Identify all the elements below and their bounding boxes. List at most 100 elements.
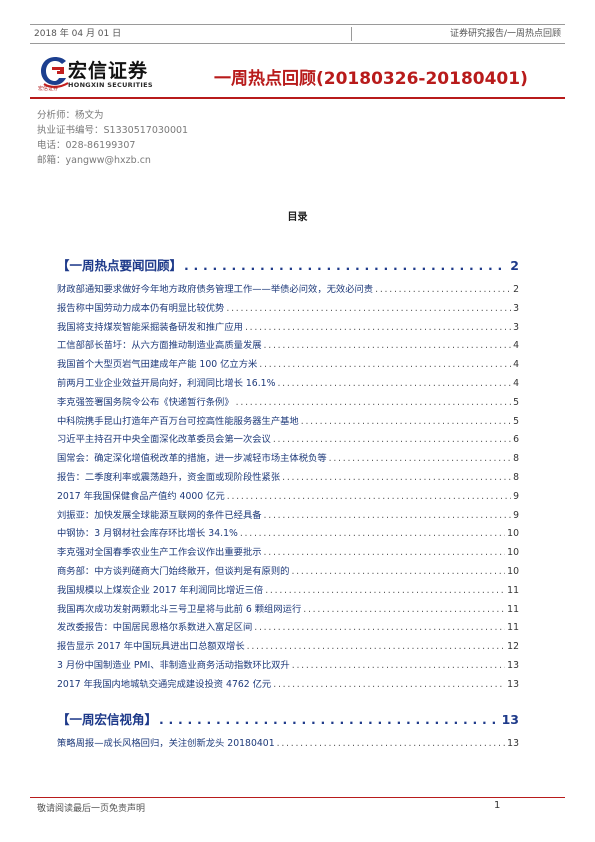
toc-entry[interactable]: 3 月份中国制造业 PMI、非制造业商务活动指数环比双升 13 [57, 657, 519, 671]
toc-entry-title: 【一周宏信视角】 [57, 711, 158, 727]
toc-entry-title: 李克强签署国务院令公布《快递暂行条例》 [57, 396, 234, 408]
toc-leader-dots [277, 378, 511, 389]
toc-leader-dots [236, 397, 511, 408]
report-category: 证券研究报告/一周热点回顾 [449, 29, 561, 39]
title-rule [30, 97, 565, 99]
toc-leader-dots [227, 491, 511, 502]
toc-entry[interactable]: 李克强对全国春季农业生产工作会议作出重要批示 10 [57, 544, 519, 558]
toc-page-number: 8 [513, 472, 519, 483]
toc-entry-title: 报告称中国劳动力成本仍有明显比较优势 [57, 302, 225, 314]
toc-leader-dots [291, 566, 505, 577]
toc-leader-dots [265, 585, 505, 596]
toc-entry[interactable]: 国常会：确定深化增值税改革的措施，进一步减轻市场主体税负等 8 [57, 450, 519, 464]
toc-leader-dots [245, 322, 511, 333]
toc-entry[interactable]: 2017 年我国内地城轨交通完成建设投资 4762 亿元 13 [57, 676, 519, 690]
toc-entry-title: 商务部：中方谈判磋商大门始终敞开，但谈判是有原则的 [57, 566, 290, 577]
license-number: 执业证书编号：S1330517030001 [37, 125, 189, 136]
toc-entry[interactable]: 报告显示 2017 年中国玩具进出口总额双增长 12 [57, 638, 519, 652]
toc-entry[interactable]: 报告称中国劳动力成本仍有明显比较优势 3 [57, 300, 519, 314]
toc-leader-dots [184, 258, 508, 273]
toc-page-number: 13 [507, 660, 519, 671]
toc-page-number: 9 [513, 509, 519, 521]
logo-name-en: HONGXIN SECURITIES [68, 81, 153, 89]
phone-number: 电话：028-86199307 [37, 140, 136, 151]
toc-entry-title: 李克强对全国春季农业生产工作会议作出重要批示 [57, 547, 262, 559]
analyst-name: 分析师：杨文为 [37, 110, 104, 121]
toc-page-number: 4 [513, 378, 519, 389]
toc-section-entry[interactable]: 【一周宏信视角】 13 [57, 709, 519, 728]
page-header: 2018 年 04 月 01 日 证券研究报告/一周热点回顾 [30, 24, 565, 44]
toc-entry[interactable]: 工信部部长苗圩：从六方面推动制造业高质量发展 4 [57, 337, 519, 351]
toc-entry-title: 我国规模以上煤炭企业 2017 年利润同比增近三倍 [57, 584, 264, 596]
toc-entry-title: 工信部部长苗圩：从六方面推动制造业高质量发展 [57, 340, 262, 352]
toc-entry[interactable]: 商务部：中方谈判磋商大门始终敞开，但谈判是有原则的 10 [57, 563, 519, 577]
toc-leader-dots [292, 660, 505, 671]
toc-entry[interactable]: 我国再次成功发射两颗北斗三号卫星将与此前 6 颗组网运行 11 [57, 601, 519, 615]
hongxin-logo-icon [41, 57, 69, 88]
toc-entry-title: 发改委报告：中国居民恩格尔系数进入富足区间 [57, 622, 253, 634]
toc-page-number: 2 [513, 284, 519, 295]
toc-page-number: 3 [513, 302, 519, 314]
email-address[interactable]: 邮箱：yangww@hxzb.cn [37, 155, 151, 166]
toc-leader-dots [277, 738, 506, 749]
toc-entry-title: 我国首个大型页岩气田建成年产能 100 亿立方米 [57, 359, 258, 371]
toc-entry[interactable]: 我国首个大型页岩气田建成年产能 100 亿立方米 4 [57, 356, 519, 370]
toc-leader-dots [273, 434, 511, 445]
header-divider [351, 27, 352, 41]
toc-page-number: 12 [507, 641, 519, 653]
toc-leader-dots [240, 528, 505, 539]
toc-page-number: 5 [513, 396, 519, 408]
toc-entry[interactable]: 中钢协：3 月钢材社会库存环比增长 34.1% 10 [57, 525, 519, 539]
footer-rule [30, 797, 565, 798]
toc-entry-title: 策略周报—成长风格回归，关注创新龙头 20180401 [57, 737, 275, 749]
toc-page-number: 6 [513, 434, 519, 446]
toc-page-number: 11 [507, 584, 519, 596]
toc-entry-title: 中钢协：3 月钢材社会库存环比增长 34.1% [57, 528, 238, 540]
toc-section-entry[interactable]: 【一周热点要闻回顾】 2 [57, 255, 519, 274]
logo-tagline: 宏信证券 [38, 86, 59, 92]
toc-entry-title: 国常会：确定深化增值税改革的措施，进一步减轻市场主体税负等 [57, 453, 327, 465]
toc-leader-dots [159, 712, 500, 727]
toc-entry[interactable]: 财政部通知要求做好今年地方政府债务管理工作——举债必问效，无效必问责 2 [57, 281, 519, 295]
toc-leader-dots [329, 453, 511, 464]
toc-entry[interactable]: 2017 年我国保健食品产值约 4000 亿元 9 [57, 488, 519, 502]
toc-entry-title: 3 月份中国制造业 PMI、非制造业商务活动指数环比双升 [57, 660, 290, 671]
toc-leader-dots [264, 547, 506, 558]
toc-page-number: 10 [507, 566, 519, 577]
toc-entry[interactable]: 中科院携手昆山打造年产百万台可控高性能服务器生产基地 5 [57, 413, 519, 427]
toc-entry[interactable]: 策略周报—成长风格回归，关注创新龙头 20180401 13 [57, 735, 519, 749]
toc-page-number: 13 [507, 737, 519, 749]
toc-entry[interactable]: 前两月工业企业效益开局向好，利润同比增长 16.1% 4 [57, 375, 519, 389]
toc-entry-title: 财政部通知要求做好今年地方政府债务管理工作——举债必问效，无效必问责 [57, 284, 374, 295]
toc-page-number: 10 [507, 528, 519, 540]
toc-leader-dots [303, 604, 505, 615]
toc-entry-title: 前两月工业企业效益开局向好，利润同比增长 16.1% [57, 378, 276, 389]
toc-page-number: 11 [507, 603, 519, 615]
toc-page-number: 4 [513, 359, 519, 371]
toc-entry[interactable]: 我国将支持煤炭智能采掘装备研发和推广应用 3 [57, 319, 519, 333]
toc-entry[interactable]: 李克强签署国务院令公布《快递暂行条例》 5 [57, 394, 519, 408]
toc-page-number: 10 [507, 547, 519, 559]
toc-page-number: 4 [513, 340, 519, 352]
toc-page-number: 8 [513, 453, 519, 465]
toc-entry[interactable]: 习近平主持召开中央全面深化改革委员会第一次会议 6 [57, 431, 519, 445]
company-logo: 宏信证券 HONGXIN SECURITIES 宏信证券 [38, 54, 168, 92]
toc-leader-dots [264, 510, 512, 521]
toc-entry-title: 2017 年我国保健食品产值约 4000 亿元 [57, 490, 225, 502]
toc-page-number: 9 [513, 490, 519, 502]
toc-leader-dots [264, 340, 512, 351]
toc-page-number: 5 [513, 415, 519, 427]
toc-leader-dots [247, 641, 506, 652]
toc-entry-title: 我国将支持煤炭智能采掘装备研发和推广应用 [57, 321, 243, 333]
toc-page-number: 11 [507, 622, 519, 634]
toc-entry[interactable]: 报告：二季度利率或震荡趋升，资金面或现阶段性紧张 8 [57, 469, 519, 483]
toc-page-number: 13 [501, 711, 519, 727]
toc-entry[interactable]: 刘振亚：加快发展全球能源互联网的条件已经具备 9 [57, 507, 519, 521]
toc-entry-title: 【一周热点要闻回顾】 [57, 258, 183, 273]
toc-entry[interactable]: 我国规模以上煤炭企业 2017 年利润同比增近三倍 11 [57, 582, 519, 596]
toc-entry-title: 中科院携手昆山打造年产百万台可控高性能服务器生产基地 [57, 415, 299, 427]
analyst-info: 分析师：杨文为 执业证书编号：S1330517030001 电话：028-861… [37, 108, 188, 168]
toc-entry[interactable]: 发改委报告：中国居民恩格尔系数进入富足区间 11 [57, 619, 519, 633]
logo-name-cn: 宏信证券 [68, 60, 149, 82]
footer-disclaimer: 敬请阅读最后一页免责声明 [37, 804, 146, 814]
